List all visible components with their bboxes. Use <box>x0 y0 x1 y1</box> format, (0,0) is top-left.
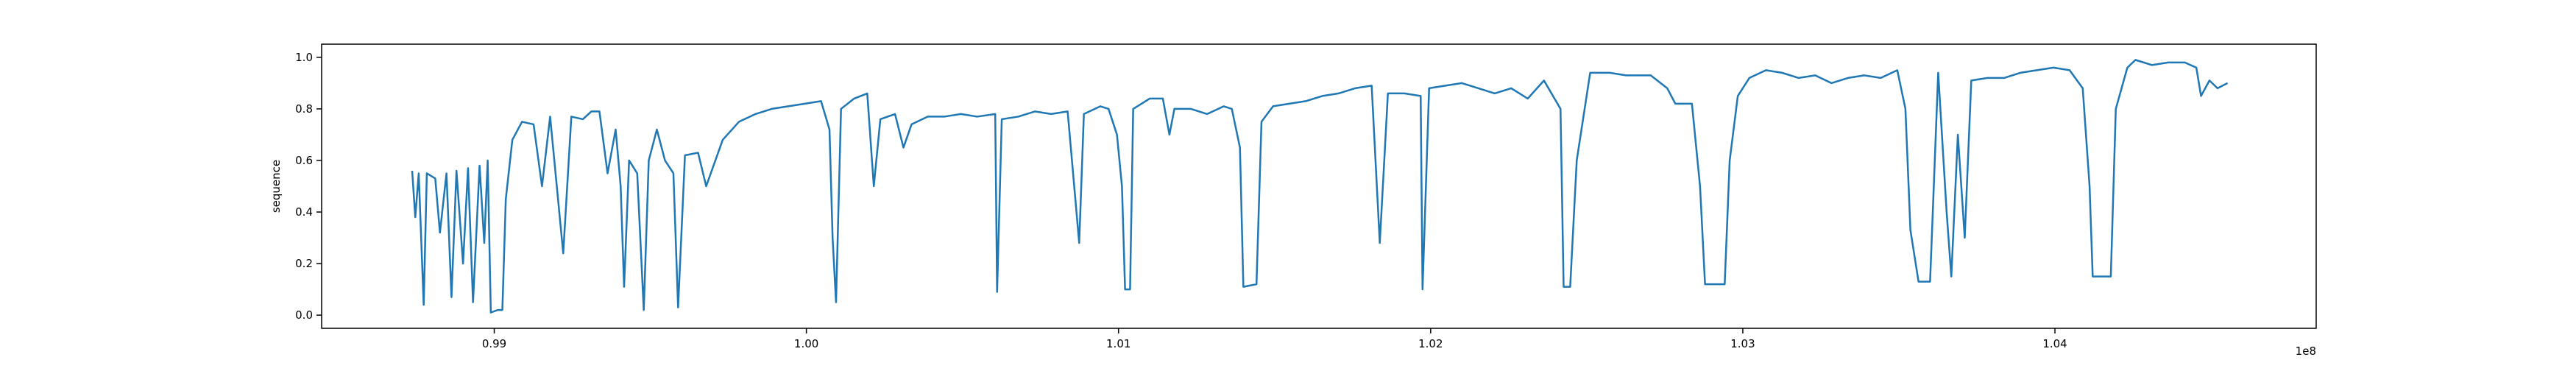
x-tick-label: 1.00 <box>794 337 818 350</box>
y-tick-label: 1.0 <box>295 51 313 64</box>
x-tick-label: 1.01 <box>1106 337 1130 350</box>
x-tick-label: 1.02 <box>1418 337 1443 350</box>
y-tick-label: 0.2 <box>295 257 313 270</box>
data-line <box>411 59 2229 314</box>
x-tick-label: 0.99 <box>482 337 506 350</box>
x-tick-label: 1.04 <box>2042 337 2067 350</box>
x-tick-label: 1.03 <box>1730 337 1755 350</box>
x-offset-label: 1e8 <box>2296 344 2316 358</box>
y-tick-label: 0.8 <box>295 102 313 116</box>
plot-frame <box>321 43 2317 329</box>
y-tick-label: 0.0 <box>295 308 313 322</box>
y-tick-label: 0.6 <box>295 154 313 167</box>
y-tick-label: 0.4 <box>295 205 313 219</box>
y-axis-label: sequence <box>269 160 283 213</box>
